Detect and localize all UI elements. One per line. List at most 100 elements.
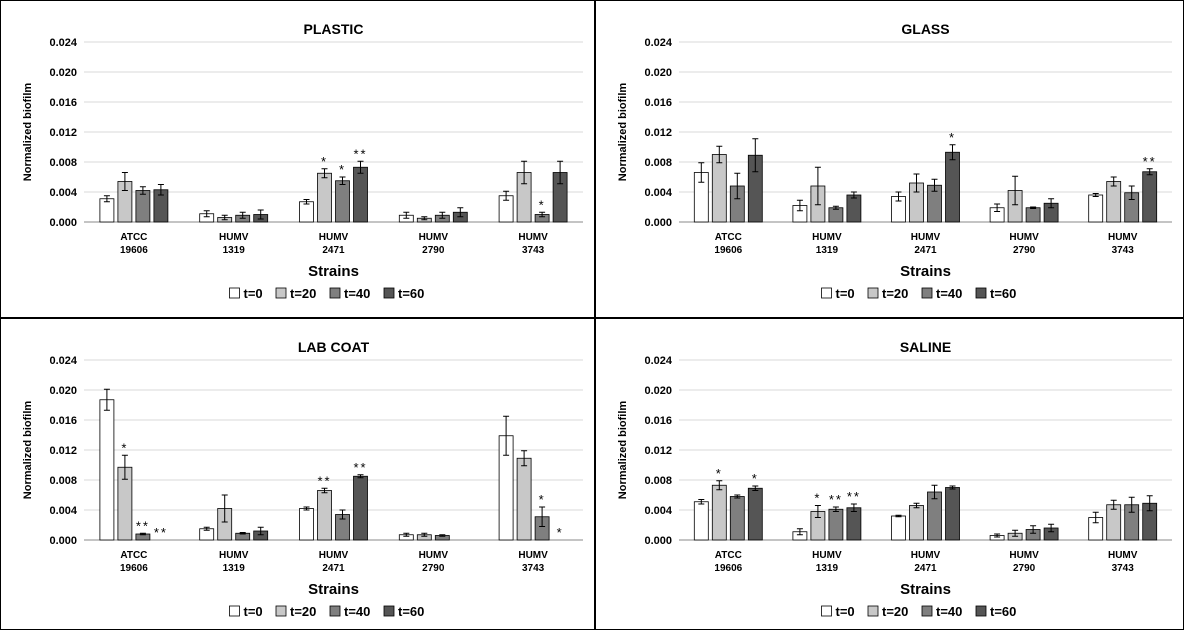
x-tick-label: 3743: [1112, 245, 1135, 256]
x-axis-label: Strains: [900, 263, 951, 280]
x-tick-label: HUMV: [518, 550, 548, 561]
significance-label: **: [1143, 154, 1157, 169]
bar-t-40: [1025, 207, 1041, 223]
bar-t-20: [711, 484, 727, 541]
legend-swatch: [275, 605, 287, 617]
bar-t-20: [516, 457, 532, 541]
significance-label: **: [154, 525, 168, 540]
x-tick-label: 1319: [816, 245, 839, 256]
y-tick-label: 0.024: [49, 355, 77, 367]
bar-t-0: [891, 515, 906, 541]
x-tick-label: 1319: [223, 563, 246, 574]
legend-label: t=0: [244, 286, 263, 301]
bar-t-0: [99, 399, 115, 541]
bar-t-60: [353, 166, 368, 223]
legend-label: t=0: [244, 604, 263, 619]
x-tick-label: 2790: [1013, 245, 1036, 256]
x-tick-label: 2471: [322, 245, 345, 256]
x-axis-label: Strains: [308, 263, 359, 280]
bar-t-60: [846, 507, 862, 541]
x-tick-label: HUMV: [812, 232, 842, 243]
legend-swatch: [383, 605, 395, 617]
x-tick-label: ATCC: [715, 232, 742, 243]
y-tick-label: 0.020: [644, 67, 672, 79]
bar-t-40: [828, 508, 844, 541]
x-tick-label: HUMV: [911, 232, 941, 243]
legend-swatch: [867, 605, 879, 617]
y-tick-label: 0.012: [49, 445, 77, 457]
bar-t-20: [909, 505, 924, 541]
y-tick-label: 0.016: [49, 415, 77, 427]
y-tick-label: 0.012: [644, 127, 672, 139]
y-tick-label: 0.008: [644, 157, 672, 169]
bar-t-60: [945, 487, 960, 541]
x-tick-label: HUMV: [319, 550, 349, 561]
bar-t-20: [317, 172, 332, 223]
significance-label: *: [121, 440, 128, 455]
y-tick-label: 0.004: [644, 187, 672, 199]
legend-label: t=40: [936, 286, 962, 301]
x-tick-label: HUMV: [419, 550, 449, 561]
legend-swatch: [821, 287, 832, 299]
x-tick-label: 2790: [422, 563, 445, 574]
significance-label: **: [136, 518, 150, 533]
significance-label: *: [339, 162, 346, 177]
significance-label: **: [317, 473, 331, 488]
legend-swatch: [867, 287, 879, 299]
legend-label: t=20: [882, 286, 908, 301]
y-tick-label: 0.008: [49, 157, 77, 169]
legend-label: t=60: [990, 286, 1016, 301]
y-tick-label: 0.016: [49, 97, 77, 109]
x-tick-label: ATCC: [715, 550, 742, 561]
y-axis-label: Normalized biofilm: [617, 401, 629, 500]
significance-label: *: [814, 491, 821, 506]
y-tick-label: 0.000: [49, 217, 77, 229]
chart-title: PLASTIC: [304, 21, 364, 37]
significance-label: **: [353, 460, 367, 475]
significance-label: *: [539, 492, 546, 507]
x-tick-label: HUMV: [518, 232, 548, 243]
x-axis-label: Strains: [308, 581, 359, 598]
legend-swatch: [229, 287, 240, 299]
y-tick-label: 0.000: [644, 217, 672, 229]
bar-t-60: [846, 194, 862, 223]
x-tick-label: HUMV: [319, 232, 349, 243]
chart-title: SALINE: [900, 339, 951, 355]
y-tick-label: 0.012: [49, 127, 77, 139]
legend-swatch: [975, 605, 987, 617]
x-tick-label: 3743: [522, 563, 545, 574]
legend-label: t=40: [344, 286, 370, 301]
chart-panel-plastic: PLASTIC 0.000 0.004 0.008 0.012 0.016 0.020 0.0…: [0, 0, 595, 318]
chart-panel-saline: SALINE 0.000 0.004 0.008 0.012 0.016 0.020 0.02…: [595, 318, 1184, 630]
bar-t-0: [299, 201, 314, 223]
significance-label: *: [716, 466, 723, 481]
legend-swatch: [821, 605, 832, 617]
legend-label: t=20: [290, 604, 316, 619]
x-tick-label: ATCC: [120, 232, 147, 243]
x-tick-label: 2471: [914, 563, 937, 574]
legend-label: t=60: [990, 604, 1016, 619]
legend-label: t=0: [836, 286, 855, 301]
legend-swatch: [383, 287, 395, 299]
x-tick-label: HUMV: [219, 550, 249, 561]
x-tick-label: ATCC: [120, 550, 147, 561]
significance-label: **: [353, 146, 367, 161]
y-tick-label: 0.020: [49, 67, 77, 79]
y-tick-label: 0.016: [644, 97, 672, 109]
x-tick-label: 19606: [714, 245, 742, 256]
y-axis-label: Normalized biofilm: [22, 83, 34, 182]
y-tick-label: 0.020: [644, 385, 672, 397]
panel-border: [0, 0, 595, 318]
legend-swatch: [229, 605, 240, 617]
x-tick-label: 1319: [223, 245, 246, 256]
legend-label: t=60: [398, 604, 424, 619]
bar-t-40: [729, 496, 745, 541]
bar-t-40: [335, 180, 350, 223]
y-tick-label: 0.004: [49, 187, 77, 199]
y-tick-label: 0.000: [644, 535, 672, 547]
chart-title: GLASS: [901, 21, 949, 37]
panel-border: [595, 318, 1184, 630]
legend-label: t=20: [882, 604, 908, 619]
